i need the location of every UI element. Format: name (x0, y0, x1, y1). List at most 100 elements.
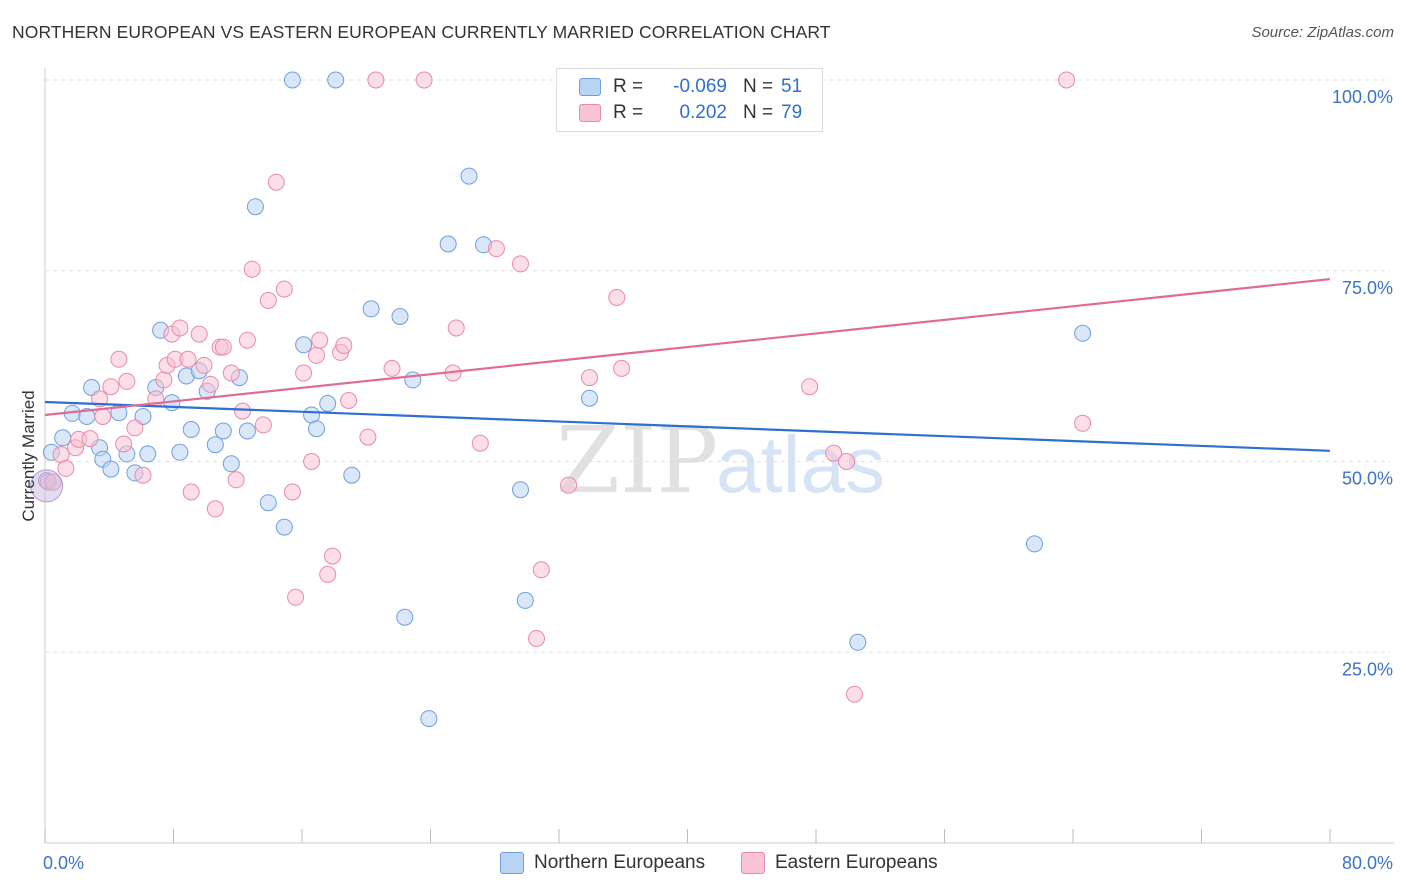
eastern-point-35 (259, 292, 277, 309)
legend-n-value-northern: 51 (781, 76, 803, 97)
northern-point-50 (1074, 324, 1092, 342)
y-tick-label-25: 25.0% (1342, 659, 1393, 679)
eastern-point-44 (319, 565, 337, 583)
northern-point-29 (275, 518, 293, 536)
y-axis-label: Currently Married (19, 390, 38, 521)
legend-r-label: R = (613, 76, 644, 97)
northern-point-30 (283, 71, 301, 89)
eastern-point-28 (214, 338, 232, 356)
bottom-legend-label-eastern: Eastern Europeans (775, 852, 938, 873)
eastern-point-62 (613, 359, 631, 377)
eastern-point-14 (134, 466, 152, 484)
eastern-point-61 (581, 369, 598, 387)
eastern-point-52 (415, 71, 433, 89)
eastern-point-13 (126, 419, 144, 437)
eastern-point-9 (102, 378, 120, 396)
northern-point-36 (343, 466, 361, 484)
eastern-point-70 (1074, 414, 1092, 432)
eastern-point-42 (308, 346, 325, 364)
legend-r-label: R = (613, 102, 644, 123)
eastern-point-43 (311, 331, 329, 349)
eastern-point-47 (340, 392, 358, 409)
eastern-point-3 (57, 459, 75, 477)
northern-point-43 (460, 167, 478, 185)
eastern-point-32 (238, 331, 256, 349)
eastern-point-69 (1058, 71, 1076, 89)
northern-point-33 (308, 420, 325, 438)
eastern-point-56 (487, 240, 505, 258)
legend-n-label: N = (743, 76, 774, 97)
trend-lines (44, 278, 1331, 452)
northern-point-25 (238, 422, 256, 440)
eastern-point-41 (303, 453, 321, 470)
northern-point-48 (849, 633, 867, 651)
legend-n-label: N = (743, 102, 774, 123)
eastern-point-45 (324, 547, 341, 565)
eastern-point-57 (512, 255, 529, 273)
eastern-point-39 (287, 588, 305, 606)
northern-point-37 (362, 300, 380, 318)
x-tick-label-0: 0.0% (43, 853, 84, 873)
eastern-point-48 (335, 337, 353, 354)
eastern-point-54 (447, 319, 465, 337)
correlation-legend: R = -0.069 N = 51 R = 0.202 N = 79 (556, 68, 823, 132)
eastern-point-26 (206, 500, 224, 518)
eastern-point-67 (838, 453, 855, 470)
northern-point-24 (222, 455, 240, 473)
bottom-legend-swatch-eastern (741, 852, 765, 874)
eastern-point-31 (234, 402, 252, 420)
northern-point-28 (259, 494, 277, 512)
y-tick-label-100: 100.0% (1332, 87, 1393, 107)
northern-point-34 (319, 395, 337, 412)
eastern-point-16 (155, 371, 173, 389)
source-credit: Source: ZipAtlas.com (1251, 24, 1394, 41)
northern-point-41 (420, 710, 438, 728)
data-points (30, 71, 1092, 728)
eastern-point-24 (195, 356, 213, 374)
eastern-point-8 (94, 408, 112, 425)
eastern-point-30 (227, 471, 245, 489)
eastern-point-68 (846, 685, 863, 703)
bottom-legend-northern: Northern Europeans (500, 852, 705, 874)
eastern-point-20 (171, 319, 189, 337)
eastern-point-29 (222, 364, 240, 382)
eastern-point-25 (201, 375, 219, 393)
eastern-point-60 (560, 476, 578, 494)
northern-point-8 (102, 460, 120, 478)
northern-point-46 (516, 591, 534, 609)
northern-point-38 (391, 308, 409, 325)
eastern-point-51 (367, 71, 385, 89)
northern-point-17 (171, 443, 189, 461)
eastern-point-65 (801, 378, 819, 396)
northern-point-35 (327, 71, 345, 89)
eastern-point-33 (243, 260, 261, 278)
legend-swatch-eastern (579, 104, 601, 122)
northern-point-23 (214, 422, 232, 440)
eastern-point-50 (383, 359, 401, 377)
y-tick-label-50: 50.0% (1342, 469, 1393, 489)
gridlines (45, 79, 1390, 653)
eastern-point-22 (182, 483, 200, 501)
eastern-point-66 (825, 444, 843, 462)
legend-n-value-eastern: 79 (781, 102, 803, 123)
eastern-trend-line (44, 278, 1331, 417)
eastern-point-59 (532, 561, 550, 579)
eastern-point-34 (254, 416, 272, 434)
legend-r-value-eastern: 0.202 (679, 102, 727, 123)
eastern-point-49 (359, 428, 377, 446)
eastern-point-37 (275, 280, 293, 298)
northern-point-13 (139, 445, 157, 463)
eastern-point-63 (608, 289, 626, 306)
eastern-point-58 (528, 630, 545, 647)
northern-point-45 (512, 481, 529, 499)
northern-point-42 (439, 235, 457, 253)
northern-point-47 (581, 389, 598, 407)
northern-point-27 (246, 198, 264, 216)
northern-point-19 (182, 421, 200, 438)
legend-r-value-northern: -0.069 (673, 76, 727, 97)
y-tick-label-75: 75.0% (1342, 278, 1393, 298)
eastern-point-11 (115, 435, 133, 453)
northern-point-40 (404, 371, 422, 389)
eastern-point-12 (118, 372, 136, 390)
chart-title: NORTHERN EUROPEAN VS EASTERN EUROPEAN CU… (12, 22, 831, 42)
